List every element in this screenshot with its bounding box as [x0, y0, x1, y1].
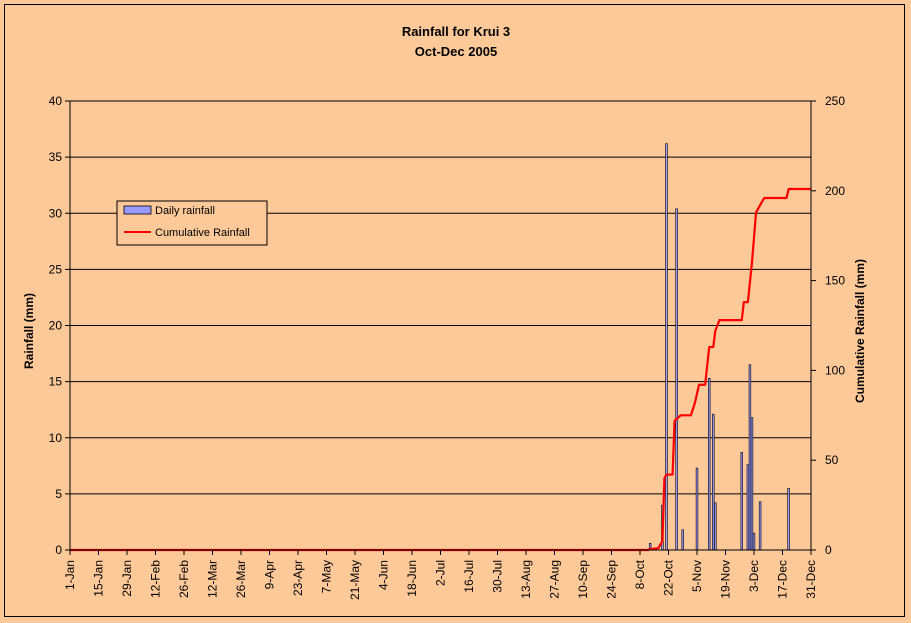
- x-tick-label-12: 18-Jun: [405, 560, 419, 597]
- x-tick-label-1: 15-Jan: [92, 560, 106, 597]
- chart-frame: Rainfall for Krui 3 Oct-Dec 2005 0 5 10 15 2…: [4, 4, 905, 617]
- x-tick-label-10: 21-May: [348, 560, 362, 600]
- y2-tick-label-5: 250: [825, 94, 845, 108]
- x-tick-label-24: 3-Dec: [747, 560, 761, 592]
- x-tick-label-19: 24-Sep: [605, 560, 619, 599]
- y2-axis-ticks: 0 50 100 150 200 250: [811, 94, 845, 557]
- cumulative-rainfall-line: [70, 187, 811, 552]
- x-tick-label-9: 7-May: [320, 560, 334, 593]
- x-tick-label-3: 12-Feb: [149, 560, 163, 598]
- daily-rainfall-bar-8: [714, 502, 717, 551]
- x-tick-label-17: 27-Aug: [548, 560, 562, 599]
- y-tick-label-3: 15: [49, 375, 63, 389]
- x-tick-label-23: 19-Nov: [719, 560, 733, 599]
- x-tick-label-16: 13-Aug: [519, 560, 533, 599]
- y-axis-ticks: 0 5 10 15 20 25 30 35 40: [49, 94, 70, 557]
- daily-rainfall-bar-13: [752, 532, 756, 551]
- x-tick-label-6: 26-Mar: [234, 560, 248, 598]
- x-tick-label-26: 31-Dec: [804, 560, 818, 599]
- x-tick-label-0: 1-Jan: [63, 560, 77, 590]
- legend-label-daily-rainfall: Daily rainfall: [155, 205, 215, 217]
- gridlines: [70, 100, 811, 495]
- daily-rainfall-bar-7: [712, 413, 715, 551]
- daily-rainfall-bar-10: [746, 464, 750, 551]
- y-tick-label-8: 40: [49, 94, 63, 108]
- y-tick-label-0: 0: [55, 543, 62, 557]
- y-tick-label-5: 25: [49, 262, 63, 276]
- y-tick-label-7: 35: [49, 150, 63, 164]
- x-tick-label-22: 5-Nov: [690, 560, 704, 592]
- chart-title: Rainfall for Krui 3: [402, 24, 510, 39]
- x-tick-label-25: 17-Dec: [776, 560, 790, 599]
- x-tick-label-20: 8-Oct: [633, 559, 647, 589]
- x-tick-label-21: 22-Oct: [662, 559, 676, 596]
- x-tick-label-7: 9-Apr: [263, 560, 277, 589]
- y2-tick-label-0: 0: [825, 543, 832, 557]
- x-tick-label-18: 10-Sep: [576, 560, 590, 599]
- x-tick-label-8: 23-Apr: [291, 560, 305, 596]
- y2-axis-title: Cumulative Rainfall (mm): [853, 259, 867, 403]
- y2-tick-label-4: 200: [825, 184, 845, 198]
- x-tick-label-13: 2-Jul: [434, 560, 448, 586]
- daily-rainfall-bar-2: [665, 143, 668, 551]
- legend-swatch-daily-rainfall: [123, 205, 152, 215]
- daily-rainfall-bar-3: [675, 208, 678, 551]
- legend-label-cumulative-rainfall: Cumulative Rainfall: [155, 227, 250, 239]
- y2-tick-label-3: 150: [825, 274, 845, 288]
- daily-rainfall-bar-6: [708, 377, 711, 551]
- daily-rainfall-bar-4: [681, 529, 684, 551]
- y-tick-label-4: 20: [49, 319, 63, 333]
- x-tick-label-15: 30-Jul: [491, 560, 505, 593]
- y-tick-label-6: 30: [49, 206, 63, 220]
- y-axis-title: Rainfall (mm): [22, 293, 36, 369]
- daily-rainfall-bar-12: [750, 417, 754, 551]
- y-tick-label-2: 10: [49, 431, 63, 445]
- y2-tick-label-1: 50: [825, 453, 839, 467]
- x-axis-ticks: 1-Jan 15-Jan 29-Jan 12-Feb 26-Feb 12-Mar 26-Ma…: [63, 550, 818, 600]
- daily-rainfall-bar-9: [740, 452, 743, 551]
- legend: Daily rainfall Cumulative Rainfall: [116, 200, 268, 246]
- daily-rainfall-bars: [648, 143, 790, 551]
- y-tick-label-1: 5: [55, 487, 62, 501]
- chart-subtitle: Oct-Dec 2005: [415, 44, 497, 59]
- x-tick-label-4: 26-Feb: [177, 560, 191, 598]
- daily-rainfall-bar-5: [695, 467, 699, 551]
- daily-rainfall-bar-11: [748, 364, 752, 551]
- daily-rainfall-bar-15: [787, 487, 790, 551]
- x-tick-label-11: 4-Jun: [377, 560, 391, 590]
- daily-rainfall-bar-14: [758, 501, 762, 551]
- y2-tick-label-2: 100: [825, 363, 845, 377]
- x-tick-label-2: 29-Jan: [120, 560, 134, 597]
- x-tick-label-14: 16-Jul: [462, 560, 476, 593]
- x-tick-label-5: 12-Mar: [206, 560, 220, 598]
- cumulative-line-group: [70, 187, 811, 552]
- rainfall-chart: Rainfall for Krui 3 Oct-Dec 2005 0 5 10 15 2…: [22, 24, 867, 600]
